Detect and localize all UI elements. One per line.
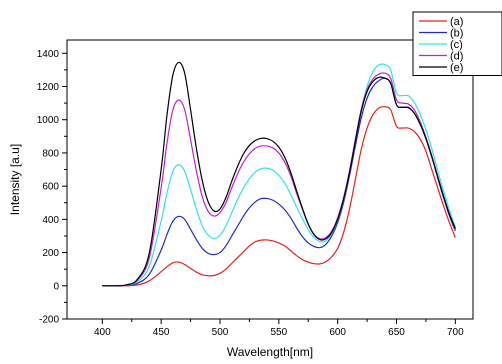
x-axis-title: Wavelength[nm] — [227, 345, 313, 359]
legend-label: (b) — [450, 28, 463, 40]
y-axis: -200 0 200 400 600 800 1000 1200 1400 — [37, 49, 67, 326]
y-tick-label: 0 — [53, 281, 59, 292]
y-tick-label: 400 — [42, 215, 59, 226]
legend: (a)(b)(c)(d)(e) — [412, 11, 502, 76]
series-line-4 — [102, 72, 456, 287]
series-line-2 — [102, 77, 456, 287]
y-tick-label: 600 — [42, 182, 59, 193]
series-line-3 — [102, 63, 456, 287]
y-tick-label: 1000 — [37, 115, 60, 126]
series-line-1 — [102, 106, 456, 287]
x-tick-label: 700 — [447, 327, 464, 338]
legend-label: (a) — [450, 16, 463, 28]
y-tick-label: 1400 — [37, 49, 60, 60]
plot-frame — [66, 39, 474, 320]
x-tick-label: 550 — [270, 327, 287, 338]
x-tick-label: 650 — [388, 327, 405, 338]
x-tick-label: 400 — [94, 327, 111, 338]
legend-label: (c) — [450, 39, 463, 51]
x-tick-label: 500 — [212, 327, 229, 338]
x-tick-label: 450 — [153, 327, 170, 338]
y-tick-label: 1200 — [37, 82, 60, 93]
y-tick-label: -200 — [39, 315, 59, 326]
y-axis-title: Intensity [a.u] — [8, 144, 22, 215]
x-tick-label: 600 — [329, 327, 346, 338]
series-layer — [102, 61, 456, 287]
x-axis: 400 450 500 550 600 650 700 — [94, 319, 464, 338]
legend-label: (d) — [450, 51, 463, 63]
y-tick-label: 800 — [42, 148, 59, 159]
y-tick-label: 200 — [42, 248, 59, 259]
legend-label: (e) — [450, 62, 463, 74]
series-line-5 — [102, 61, 456, 287]
